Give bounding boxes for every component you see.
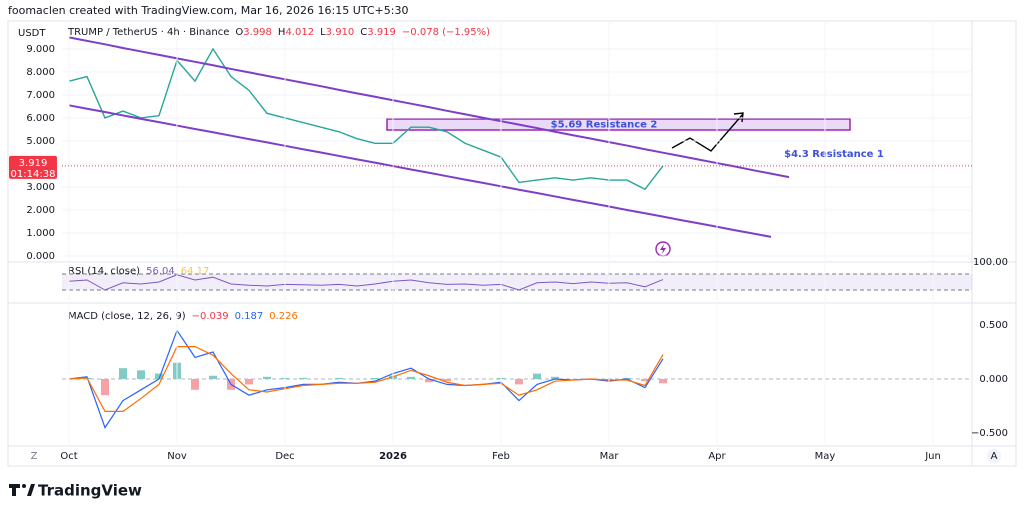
histogram-bar	[551, 376, 559, 379]
arrow-head	[733, 112, 744, 123]
y-tick-label: 1.000	[26, 228, 55, 239]
annotation: $4.3 Resistance 1	[784, 149, 884, 160]
zoom-button[interactable]: Z	[31, 451, 38, 462]
ohlc-key: O	[235, 27, 243, 38]
header: foomaclen created with TradingView.com, …	[8, 4, 408, 17]
legend-change: −0.078 (−1.95%)	[402, 27, 490, 38]
ohlc-value: 3.998	[243, 27, 272, 38]
ohlc-value: 3.919	[367, 27, 396, 38]
x-tick-label: Oct	[60, 451, 77, 462]
histogram-bar	[299, 377, 307, 379]
x-tick-label: Feb	[492, 451, 510, 462]
histogram-bar	[515, 378, 523, 385]
last-price-label: 3.919	[19, 158, 48, 169]
histogram-bar	[407, 376, 415, 379]
legend-value: 64.17	[181, 266, 210, 277]
histogram-bar	[245, 378, 253, 385]
histogram-bar	[209, 375, 217, 379]
histogram-bar	[533, 373, 541, 379]
currency: USDT	[18, 28, 46, 39]
auto-button-bg	[987, 449, 1001, 463]
ohlc-value: 3.910	[326, 27, 355, 38]
legend-title: MACD (close, 12, 26, 9)	[68, 311, 186, 322]
histogram-bar	[101, 378, 109, 396]
arrow	[671, 113, 744, 152]
event-icon-bolt	[660, 244, 666, 254]
legend-value: 0.187	[235, 311, 264, 322]
legend-value: −0.039	[192, 311, 229, 322]
histogram-bar	[371, 377, 379, 379]
legend-symbol: TRUMP / TetherUS · 4h · Binance	[67, 27, 229, 38]
series-line	[68, 274, 664, 291]
series-line	[68, 47, 664, 191]
countdown: 01:14:38	[11, 169, 56, 180]
brand: TradingView	[38, 482, 142, 500]
resistance-box	[386, 118, 851, 131]
y-tick-label: 7.000	[26, 90, 55, 101]
histogram-bar	[137, 370, 145, 379]
ohlc-key: C	[360, 27, 367, 38]
y-tick-label: 100.00	[973, 257, 1008, 268]
series-line	[68, 36, 790, 179]
y-tick-label: −0.500	[971, 428, 1008, 439]
logo-mark	[27, 484, 35, 496]
x-tick-label: Dec	[275, 451, 294, 462]
y-tick-label: 0.000	[979, 374, 1008, 385]
ohlc-key: L	[320, 27, 326, 38]
x-tick-label: Apr	[708, 451, 726, 462]
y-tick-label: 6.000	[26, 113, 55, 124]
legend: RSI (14, close) 56.04 64.17	[68, 266, 209, 277]
series-line	[68, 345, 664, 413]
y-tick-label: 3.000	[26, 182, 55, 193]
histogram-bar	[191, 378, 199, 390]
histogram-bar	[641, 378, 649, 382]
y-tick-label: 0.000	[26, 251, 55, 262]
legend-value: 56.04	[146, 266, 175, 277]
histogram-bar	[443, 378, 451, 382]
series-line	[68, 104, 772, 238]
x-tick-label: May	[815, 451, 836, 462]
histogram-bar	[155, 373, 163, 379]
y-tick-label: 0.500	[979, 320, 1008, 331]
logo-mark	[22, 484, 26, 488]
rsi-band	[62, 274, 972, 290]
legend-title: RSI (14, close)	[68, 266, 140, 277]
legend: TRUMP / TetherUS · 4h · Binance O3.998 H4.…	[67, 27, 490, 38]
legend-value: 0.226	[269, 311, 298, 322]
histogram-bar	[659, 378, 667, 384]
chart-frame	[7, 20, 1017, 467]
legend: MACD (close, 12, 26, 9) −0.039 0.187 0.226	[68, 311, 298, 322]
ohlc-value: 4.012	[285, 27, 314, 38]
y-tick-label: 2.000	[26, 205, 55, 216]
histogram-bar	[335, 377, 343, 379]
logo-mark	[9, 484, 20, 496]
histogram-bar	[119, 368, 127, 379]
ohlc-key: H	[278, 27, 286, 38]
y-tick-label: 9.000	[26, 44, 55, 55]
x-tick-label: 2026	[379, 451, 407, 462]
histogram-bar	[425, 378, 433, 383]
auto-button[interactable]: A	[991, 451, 998, 462]
histogram-bar	[263, 376, 271, 379]
annotation: $5.69 Resistance 2	[551, 120, 658, 131]
x-tick-label: Nov	[167, 451, 187, 462]
y-tick-label: 5.000	[26, 136, 55, 147]
x-tick-label: Jun	[924, 451, 941, 462]
last-price-box	[9, 155, 57, 179]
y-tick-label: 8.000	[26, 67, 55, 78]
x-tick-label: Mar	[600, 451, 620, 462]
